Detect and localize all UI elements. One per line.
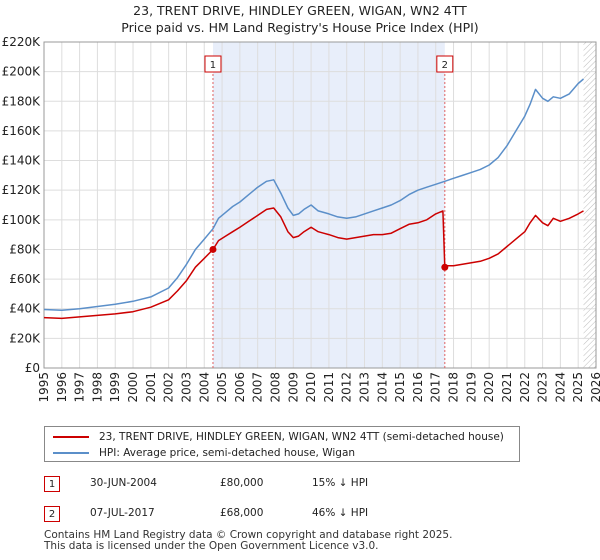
transaction-date: 30-JUN-2004	[90, 477, 157, 489]
x-tick-label: 2011	[322, 372, 336, 403]
x-tick-label: 2006	[233, 372, 247, 403]
x-tick-label: 2017	[429, 372, 443, 403]
footer-copyright: Contains HM Land Registry data © Crown c…	[44, 529, 453, 541]
y-tick-label: £40K	[9, 302, 41, 316]
sale-label-text: 2	[442, 60, 448, 71]
x-tick-label: 2005	[215, 372, 229, 403]
transaction-badge: 1	[44, 476, 60, 492]
sale-label-box	[436, 55, 454, 73]
x-tick-label: 2016	[411, 372, 425, 403]
x-tick-label: 2014	[375, 372, 389, 403]
x-tick-label: 2009	[286, 372, 300, 403]
x-tick-label: 2015	[393, 372, 407, 403]
legend-swatch-property	[53, 436, 89, 438]
x-tick-label: 2003	[179, 372, 193, 403]
transaction-hpi-diff: 46% ↓ HPI	[312, 507, 369, 519]
x-tick-label: 2004	[197, 372, 211, 403]
x-tick-label: 2013	[358, 372, 372, 403]
y-tick-label: £220K	[2, 35, 42, 49]
transaction-price: £68,000	[220, 507, 264, 519]
y-tick-label: £20K	[9, 331, 41, 345]
x-tick-label: 1997	[73, 372, 87, 403]
x-tick-label: 2002	[162, 372, 176, 403]
sale-label-text: 1	[210, 60, 216, 71]
chart-subtitle: Price paid vs. HM Land Registry's House …	[121, 20, 478, 35]
sale-point	[441, 263, 449, 271]
x-tick-label: 2022	[518, 372, 532, 403]
x-tick-label: 1999	[108, 372, 122, 403]
footer: Contains HM Land Registry data © Crown c…	[44, 530, 452, 552]
y-tick-label: £0	[25, 361, 40, 375]
x-tick-label: 2001	[144, 372, 158, 403]
legend-swatch-hpi	[53, 452, 89, 454]
chart-title: 23, TRENT DRIVE, HINDLEY GREEN, WIGAN, W…	[133, 3, 467, 18]
footer-licence: This data is licensed under the Open Gov…	[44, 540, 379, 552]
plot-frame	[43, 41, 597, 369]
y-tick-label: £100K	[2, 213, 42, 227]
sale-point	[209, 245, 217, 253]
x-tick-label: 2020	[482, 372, 496, 403]
x-tick-label: 2025	[571, 372, 585, 403]
y-tick-label: £140K	[2, 154, 42, 168]
transaction-hpi-diff: 15% ↓ HPI	[312, 477, 369, 489]
x-tick-label: 2026	[589, 372, 600, 403]
x-tick-label: 2018	[447, 372, 461, 403]
legend: 23, TRENT DRIVE, HINDLEY GREEN, WIGAN, W…	[44, 426, 520, 462]
sale-label-box	[204, 55, 222, 73]
x-tick-label: 2012	[340, 372, 354, 403]
legend-item-hpi: HPI: Average price, semi-detached house,…	[53, 445, 355, 461]
legend-item-property: 23, TRENT DRIVE, HINDLEY GREEN, WIGAN, W…	[53, 429, 504, 445]
x-tick-label: 2023	[536, 372, 550, 403]
y-tick-label: £180K	[2, 94, 42, 108]
transaction-date: 07-JUL-2017	[90, 507, 155, 519]
legend-label-property: 23, TRENT DRIVE, HINDLEY GREEN, WIGAN, W…	[99, 431, 504, 443]
x-tick-label: 2010	[304, 372, 318, 403]
x-tick-label: 2007	[251, 372, 265, 403]
x-tick-label: 2024	[553, 372, 567, 403]
legend-label-hpi: HPI: Average price, semi-detached house,…	[99, 447, 356, 459]
forecast-hatch	[583, 42, 596, 368]
y-tick-label: £120K	[2, 183, 42, 197]
x-tick-label: 2008	[268, 372, 282, 403]
x-tick-label: 1998	[90, 372, 104, 403]
transaction-price: £80,000	[220, 477, 264, 489]
series-line-property	[43, 207, 584, 320]
y-tick-label: £80K	[9, 242, 41, 256]
transaction-badge: 2	[44, 506, 60, 522]
x-tick-label: 2021	[500, 372, 514, 403]
y-tick-label: £200K	[2, 65, 42, 79]
x-tick-label: 2019	[464, 372, 478, 403]
x-tick-label: 1996	[55, 372, 69, 403]
price-chart: 23, TRENT DRIVE, HINDLEY GREEN, WIGAN, W…	[2, 3, 600, 403]
series-line-hpi	[43, 78, 584, 311]
y-tick-label: £60K	[9, 272, 41, 286]
x-tick-label: 2000	[126, 372, 140, 403]
y-tick-label: £160K	[2, 124, 42, 138]
x-tick-label: 1995	[37, 372, 51, 403]
